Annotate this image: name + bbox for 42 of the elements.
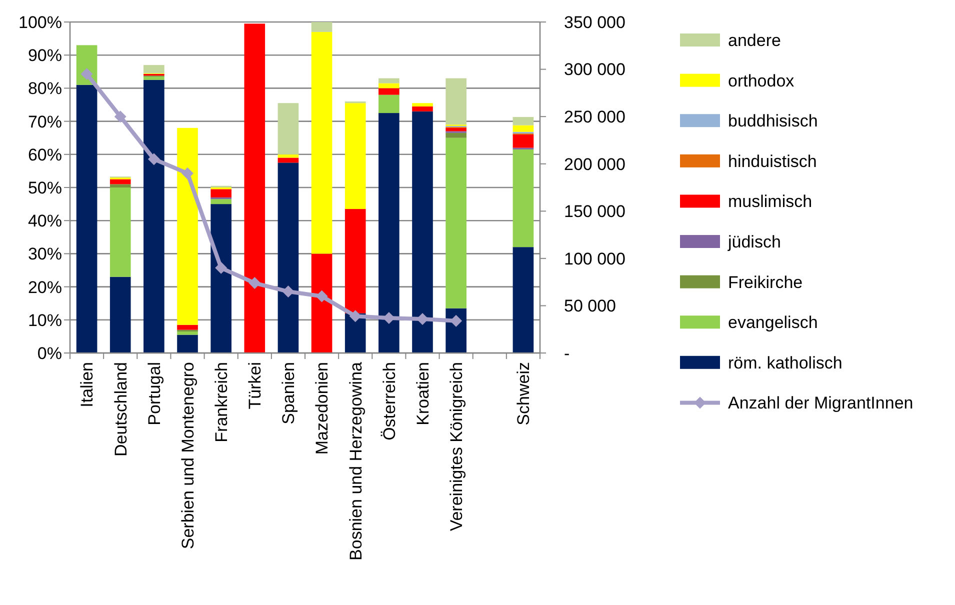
y2-tick-label: - (564, 344, 570, 363)
x-tick-label: Deutschland (111, 362, 130, 457)
legend-label: orthodox (728, 71, 795, 90)
y-tick-label: 100% (18, 12, 62, 32)
y2-tick-label: 350 000 (564, 12, 626, 32)
legend-label: Freikirche (728, 272, 803, 292)
x-tick-label: Bosnien und Herzegowina (346, 361, 366, 560)
y2-tick-label: 150 000 (564, 202, 626, 222)
y-tick-label: 90% (28, 46, 62, 66)
y-tick-label: 20% (28, 278, 62, 297)
legend-label: Anzahl der MigrantInnen (728, 394, 914, 413)
y-tick-label: 30% (28, 244, 62, 264)
y2-tick-label: 100 000 (564, 249, 626, 268)
x-tick-label: Serbien und Montenegro (178, 362, 198, 550)
legend-label: buddhisisch (728, 112, 818, 131)
y-tick-label: 40% (28, 212, 62, 231)
legend-label: evangelisch (728, 313, 818, 332)
x-tick-label: Portugal (144, 362, 164, 426)
x-tick-label: Frankreich (212, 362, 232, 442)
x-tick-label: Vereinigtes Königreich (447, 362, 466, 532)
y2-tick-label: 50 000 (564, 296, 616, 316)
legend-label: jüdisch (727, 232, 781, 252)
legend-label: röm. katholisch (728, 353, 842, 372)
legend-label: andere (728, 30, 781, 50)
x-tick-label: Spanien (279, 362, 298, 424)
y-tick-label: 60% (28, 145, 62, 164)
y-tick-label: 70% (28, 112, 62, 132)
y-tick-label: 0% (37, 344, 62, 363)
legend-label: muslimisch (728, 192, 812, 212)
y2-tick-label: 200 000 (564, 154, 626, 174)
x-tick-label: Türkei (246, 362, 265, 410)
y2-tick-label: 300 000 (564, 60, 626, 80)
y2-tick-label: 250 000 (564, 108, 626, 127)
x-tick-label: Kroatien (413, 362, 432, 426)
y-tick-label: 50% (28, 178, 62, 198)
x-tick-label: Österreich (380, 362, 399, 440)
x-tick-label: Mazedonien (312, 362, 332, 455)
y-tick-label: 80% (28, 79, 62, 98)
x-tick-label: Italien (78, 362, 97, 408)
legend-label: hinduistisch (728, 152, 817, 171)
x-tick-label: Schweiz (514, 362, 534, 426)
y-tick-label: 10% (28, 310, 62, 330)
